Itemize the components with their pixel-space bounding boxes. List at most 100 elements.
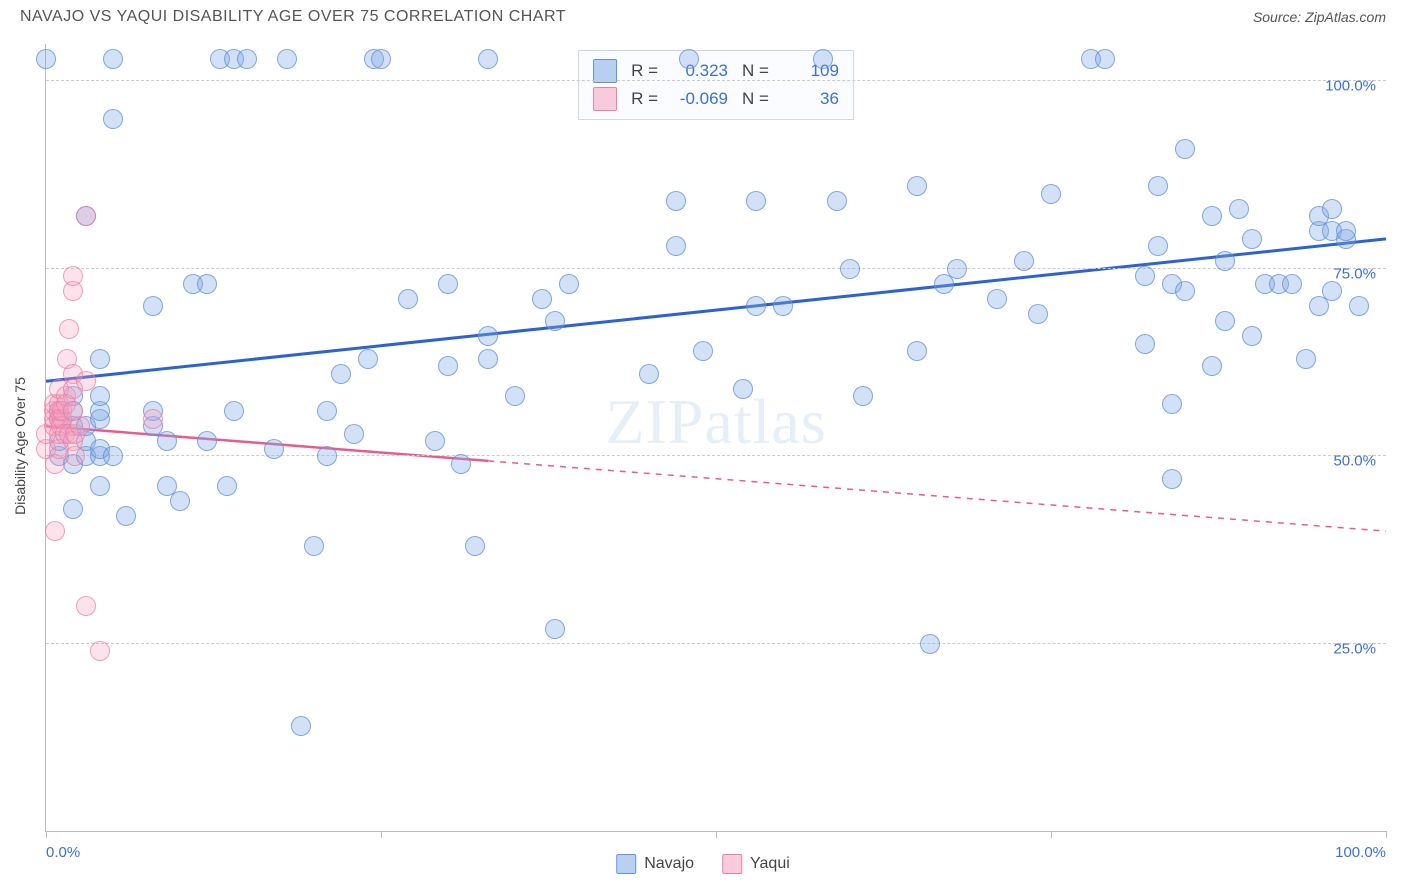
scatter-point-navajo xyxy=(1175,139,1195,159)
yaqui-swatch-icon xyxy=(722,854,742,874)
chart-header: NAVAJO VS YAQUI DISABILITY AGE OVER 75 C… xyxy=(0,0,1406,30)
scatter-point-navajo xyxy=(478,349,498,369)
scatter-point-navajo xyxy=(157,431,177,451)
correlation-row-yaqui: R = -0.069 N = 36 xyxy=(593,85,839,113)
scatter-point-navajo xyxy=(773,296,793,316)
navajo-swatch-icon xyxy=(616,854,636,874)
scatter-point-navajo xyxy=(36,49,56,69)
scatter-point-yaqui xyxy=(76,596,96,616)
x-tick-label: 100.0% xyxy=(1335,844,1386,861)
scatter-point-navajo xyxy=(559,274,579,294)
scatter-point-navajo xyxy=(478,49,498,69)
scatter-point-navajo xyxy=(693,341,713,361)
scatter-point-navajo xyxy=(1229,199,1249,219)
scatter-point-navajo xyxy=(1242,326,1262,346)
scatter-point-navajo xyxy=(1095,49,1115,69)
scatter-point-navajo xyxy=(103,109,123,129)
scatter-point-yaqui xyxy=(45,521,65,541)
gridline xyxy=(46,268,1386,269)
x-tick xyxy=(1051,831,1052,838)
scatter-point-navajo xyxy=(1162,394,1182,414)
scatter-point-navajo xyxy=(545,311,565,331)
scatter-point-navajo xyxy=(63,499,83,519)
scatter-point-navajo xyxy=(813,49,833,69)
trendline-navajo xyxy=(46,239,1386,381)
scatter-point-navajo xyxy=(451,454,471,474)
gridline xyxy=(46,80,1386,81)
scatter-point-yaqui xyxy=(59,319,79,339)
scatter-point-navajo xyxy=(398,289,418,309)
scatter-point-navajo xyxy=(264,439,284,459)
y-tick-label: 75.0% xyxy=(1333,265,1376,282)
watermark-zip: ZIP xyxy=(605,386,704,457)
y-axis-label: Disability Age Over 75 xyxy=(12,377,28,515)
scatter-point-navajo xyxy=(1162,469,1182,489)
scatter-point-navajo xyxy=(478,326,498,346)
y-tick-label: 50.0% xyxy=(1333,453,1376,470)
x-tick xyxy=(1386,831,1387,838)
scatter-point-yaqui xyxy=(76,206,96,226)
scatter-point-navajo xyxy=(304,536,324,556)
scatter-point-navajo xyxy=(237,49,257,69)
scatter-point-navajo xyxy=(1322,199,1342,219)
plot-area: ZIPatlas R = 0.323 N = 109 R = -0.069 N … xyxy=(45,44,1386,832)
scatter-point-navajo xyxy=(1014,251,1034,271)
scatter-point-navajo xyxy=(1202,206,1222,226)
scatter-point-navajo xyxy=(1242,229,1262,249)
scatter-point-navajo xyxy=(1215,251,1235,271)
scatter-point-navajo xyxy=(90,476,110,496)
scatter-point-navajo xyxy=(103,446,123,466)
scatter-point-navajo xyxy=(666,191,686,211)
scatter-point-navajo xyxy=(438,356,458,376)
scatter-point-navajo xyxy=(1041,184,1061,204)
legend-item-yaqui: Yaqui xyxy=(722,854,790,874)
scatter-point-navajo xyxy=(116,506,136,526)
scatter-point-navajo xyxy=(1135,334,1155,354)
scatter-point-navajo xyxy=(827,191,847,211)
navajo-swatch-icon xyxy=(593,59,617,83)
scatter-point-navajo xyxy=(1296,349,1316,369)
legend-label: Yaqui xyxy=(750,855,790,873)
scatter-point-navajo xyxy=(170,491,190,511)
chart-title: NAVAJO VS YAQUI DISABILITY AGE OVER 75 C… xyxy=(20,8,566,26)
scatter-point-yaqui xyxy=(76,371,96,391)
scatter-point-navajo xyxy=(666,236,686,256)
scatter-point-navajo xyxy=(1336,221,1356,241)
scatter-point-yaqui xyxy=(143,409,163,429)
trendline-dashed-yaqui xyxy=(488,461,1386,531)
scatter-point-navajo xyxy=(746,296,766,316)
scatter-point-navajo xyxy=(545,619,565,639)
scatter-point-navajo xyxy=(90,386,110,406)
scatter-point-navajo xyxy=(1148,236,1168,256)
scatter-point-navajo xyxy=(505,386,525,406)
scatter-point-navajo xyxy=(920,634,940,654)
scatter-point-navajo xyxy=(371,49,391,69)
y-tick-label: 25.0% xyxy=(1333,640,1376,657)
watermark: ZIPatlas xyxy=(605,385,826,459)
scatter-point-navajo xyxy=(425,431,445,451)
n-label: N = xyxy=(742,89,769,109)
scatter-point-navajo xyxy=(639,364,659,384)
n-label: N = xyxy=(742,61,769,81)
scatter-point-navajo xyxy=(907,176,927,196)
scatter-point-navajo xyxy=(840,259,860,279)
scatter-point-navajo xyxy=(438,274,458,294)
scatter-point-navajo xyxy=(1148,176,1168,196)
scatter-point-navajo xyxy=(1322,281,1342,301)
scatter-point-yaqui xyxy=(65,446,85,466)
watermark-atlas: atlas xyxy=(704,386,826,457)
scatter-point-navajo xyxy=(103,49,123,69)
gridline xyxy=(46,643,1386,644)
x-tick xyxy=(46,831,47,838)
scatter-point-navajo xyxy=(1215,311,1235,331)
scatter-point-navajo xyxy=(358,349,378,369)
y-tick-label: 100.0% xyxy=(1325,78,1376,95)
scatter-point-navajo xyxy=(224,401,244,421)
scatter-point-yaqui xyxy=(90,641,110,661)
scatter-point-yaqui xyxy=(70,416,90,436)
scatter-point-navajo xyxy=(987,289,1007,309)
scatter-point-navajo xyxy=(344,424,364,444)
scatter-point-navajo xyxy=(733,379,753,399)
legend-item-navajo: Navajo xyxy=(616,854,694,874)
scatter-point-navajo xyxy=(331,364,351,384)
